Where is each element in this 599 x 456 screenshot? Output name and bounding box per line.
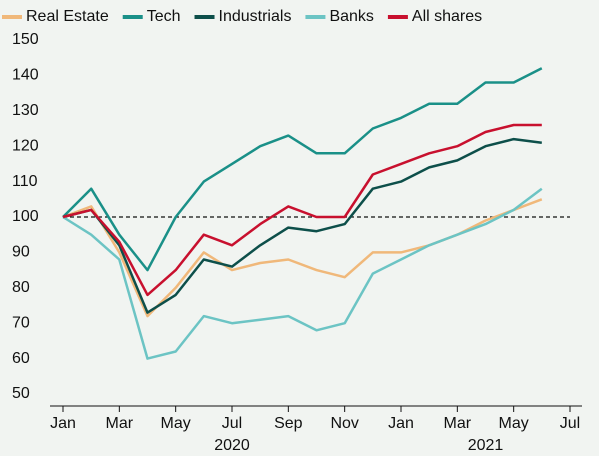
legend-label: Banks: [329, 8, 373, 25]
y-tick-label: 90: [12, 244, 30, 261]
y-tick-label: 60: [12, 350, 30, 367]
series-line: [62, 67, 543, 272]
series-line: [62, 137, 542, 314]
x-tick-label: Jan: [388, 415, 414, 432]
x-tick-label: Mar: [106, 415, 134, 432]
legend-label: Industrials: [219, 8, 292, 25]
y-tick-label: 140: [12, 67, 39, 84]
legend-label: All shares: [412, 8, 482, 25]
legend-label: Real Estate: [26, 8, 109, 25]
x-tick-label: Jul: [560, 415, 580, 432]
x-tick-label: Sep: [274, 415, 303, 432]
y-tick-label: 70: [12, 314, 30, 331]
y-tick-label: 120: [12, 137, 39, 154]
series-line: [62, 187, 543, 360]
x-tick-label: Mar: [444, 415, 472, 432]
series-line: [62, 123, 542, 297]
y-tick-label: 130: [12, 102, 39, 119]
year-label: 2021: [468, 437, 504, 454]
legend-label: Tech: [147, 8, 181, 25]
x-tick-label: Jul: [222, 415, 242, 432]
x-tick-label: Nov: [330, 415, 358, 432]
x-tick-label: Jan: [50, 415, 76, 432]
x-tick-label: May: [161, 415, 191, 432]
y-tick-label: 80: [12, 279, 30, 296]
year-label: 2020: [214, 437, 250, 454]
y-tick-label: 110: [12, 173, 38, 190]
y-tick-label: 100: [12, 208, 39, 225]
y-tick-label: 150: [12, 31, 39, 48]
y-tick-label: 50: [12, 385, 30, 402]
x-tick-label: May: [499, 415, 529, 432]
